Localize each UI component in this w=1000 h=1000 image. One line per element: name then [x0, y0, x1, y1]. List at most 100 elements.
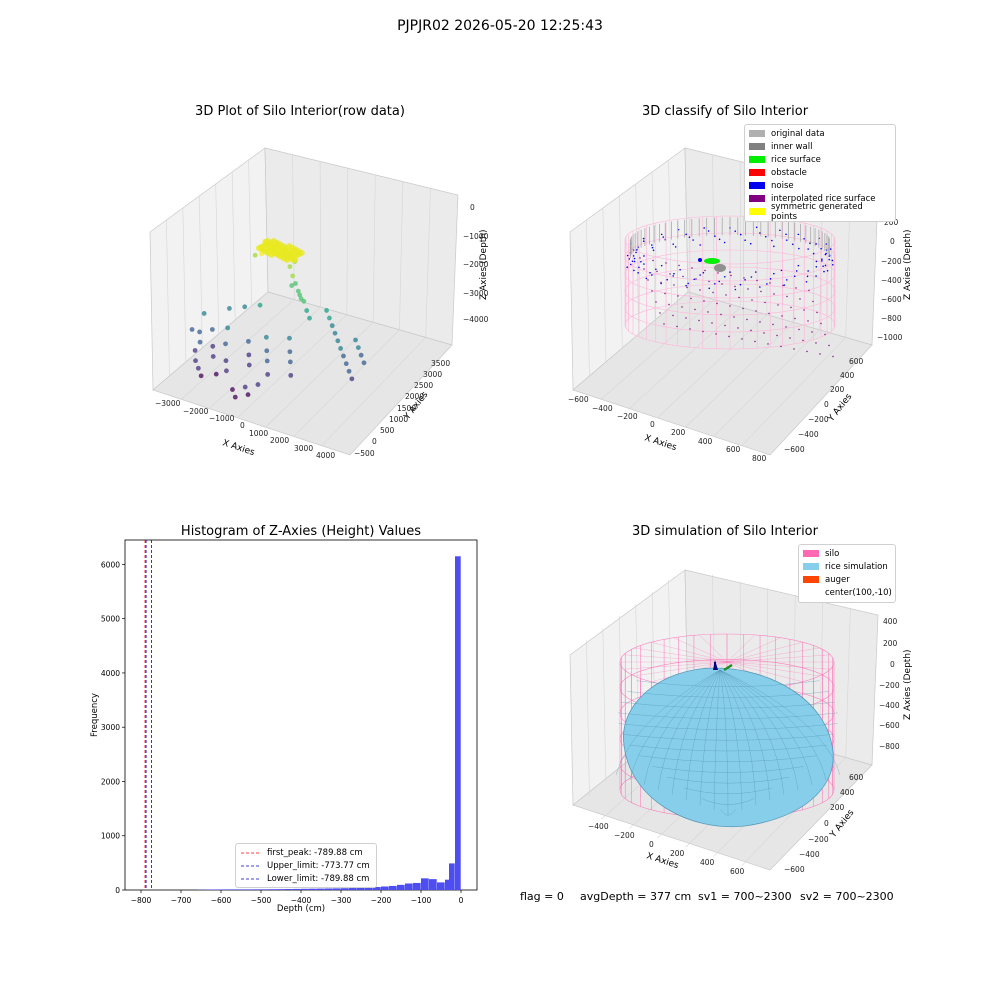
gridline	[248, 159, 252, 307]
legend-entry: center(100,-10)	[803, 586, 892, 599]
legend-label: rice surface	[771, 154, 821, 165]
p1-ytick: −500	[354, 449, 375, 458]
gridline	[182, 207, 187, 363]
noise-point	[714, 283, 716, 285]
noise-point	[824, 264, 827, 267]
scatter-point	[195, 365, 201, 371]
noise-point	[739, 283, 742, 286]
xtick-label: 0	[459, 896, 464, 905]
interp-point	[672, 314, 674, 317]
scatter-point	[223, 358, 229, 364]
gridline	[600, 299, 715, 400]
p1-xtick: −2000	[183, 407, 209, 416]
mesh-line	[667, 776, 789, 784]
panel4-legend: silo rice simulation auger center(100,-1…	[798, 544, 896, 603]
histogram-bar	[317, 888, 325, 890]
center-marker	[723, 663, 733, 672]
scatter-point	[358, 352, 364, 358]
xtick-label: −100	[411, 896, 432, 905]
footer-sv1: sv1 = 700~2300	[698, 890, 792, 903]
histogram-yticks: 0 1000 2000 3000 4000 5000 6000	[101, 560, 125, 895]
panel2-silo-wireframe	[624, 215, 836, 350]
interp-point	[712, 291, 714, 294]
scatter-point	[287, 359, 293, 365]
noise-point	[773, 272, 775, 275]
interp-point	[643, 268, 645, 270]
interp-point	[781, 315, 783, 317]
gridline	[602, 627, 607, 783]
histogram-bar	[449, 863, 455, 890]
p1-ytick: 3000	[423, 370, 442, 379]
histogram-bar	[285, 889, 293, 890]
silo-spoke	[623, 654, 728, 663]
scatter-point	[349, 376, 355, 382]
p1-xtick: 3000	[294, 444, 313, 453]
noise-point	[662, 236, 665, 238]
noise-point	[785, 279, 788, 281]
histogram-bar	[301, 888, 309, 890]
noise-point	[636, 249, 638, 251]
interp-point	[711, 322, 713, 324]
noise-point	[672, 243, 675, 245]
histogram-bars	[197, 556, 461, 890]
p2-xtick: 0	[650, 420, 655, 429]
silo-spoke	[634, 661, 728, 677]
scatter-point	[293, 281, 298, 286]
scatter-point	[223, 341, 228, 347]
noise-point	[750, 276, 753, 278]
p1-xtick: −3000	[155, 399, 181, 408]
noise-point	[651, 244, 653, 246]
mesh-line	[719, 669, 799, 791]
gridline	[425, 188, 431, 338]
interp-point	[730, 274, 732, 277]
interp-point	[725, 294, 727, 296]
noise-point	[749, 242, 752, 245]
scatter-point	[324, 308, 329, 313]
interp-point	[819, 353, 821, 355]
noise-point	[699, 274, 701, 276]
mesh-line	[685, 669, 721, 801]
silo-spoke	[623, 661, 728, 670]
legend-entry: symmetric generated points	[749, 202, 889, 222]
legend-swatch	[749, 169, 765, 176]
gridline	[198, 195, 203, 349]
interp-point	[785, 326, 787, 328]
interp-point	[747, 288, 749, 290]
histogram-bar	[357, 887, 365, 890]
interp-point	[799, 298, 801, 300]
noise-point	[723, 275, 726, 278]
interp-point	[767, 343, 769, 345]
legend-entry: interpolated rice surface	[749, 192, 889, 205]
interp-point	[802, 339, 804, 342]
p4-ztick: 0	[890, 660, 895, 669]
legend-entry: Lower_limit: -789.88 cm	[241, 872, 371, 885]
histogram-bar	[373, 887, 381, 890]
scatter-point	[255, 382, 261, 387]
legend-label: first_peak: -789.88 cm	[267, 847, 363, 858]
gridline	[293, 329, 400, 437]
scatter-point	[264, 358, 270, 364]
legend-entry: noise	[749, 179, 889, 192]
noise-point	[755, 226, 758, 229]
interp-point	[721, 283, 723, 285]
noise-point	[812, 252, 815, 255]
histogram-ylabel: Frequency	[90, 693, 100, 737]
scatter-point	[246, 362, 252, 368]
noise-point	[771, 239, 773, 242]
histogram-bar	[349, 888, 357, 890]
histogram-bar	[325, 888, 333, 890]
noise-point	[822, 265, 824, 267]
panel1-points	[189, 237, 367, 400]
scatter-point	[193, 358, 198, 364]
noise-point	[805, 280, 808, 283]
scatter-point	[201, 311, 207, 316]
p2-xtick: −400	[592, 404, 613, 413]
interp-point	[685, 317, 687, 319]
legend-entry: inner wall	[749, 140, 889, 153]
ytick-label: 5000	[101, 615, 120, 624]
noise-point	[815, 260, 818, 263]
gridline	[215, 183, 220, 335]
scatter-point	[225, 325, 231, 331]
interp-point	[811, 331, 813, 333]
